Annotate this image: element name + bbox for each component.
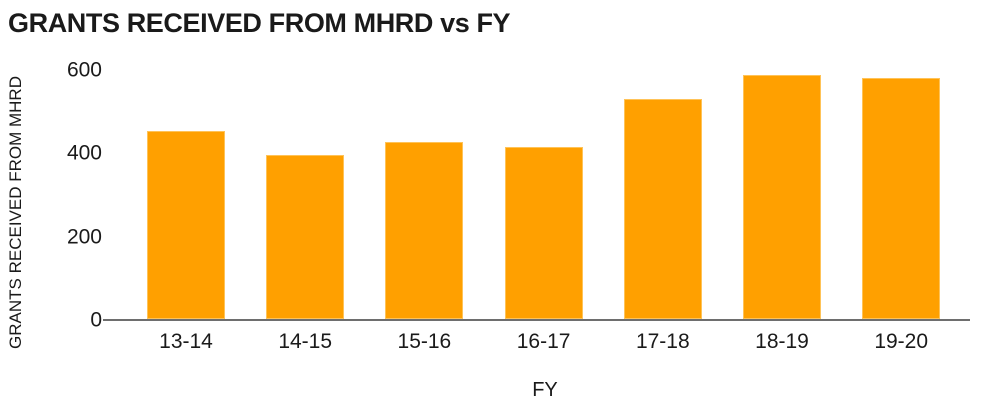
bar-16-17 xyxy=(504,147,583,319)
bar-18-19 xyxy=(743,74,821,319)
x-axis-line xyxy=(103,319,970,321)
y-tick-label: 0 xyxy=(90,308,102,332)
bar-13-14 xyxy=(147,131,225,319)
bar-17-18 xyxy=(623,98,702,319)
x-axis-title: FY xyxy=(532,379,558,401)
y-tick-label: 600 xyxy=(66,58,102,81)
y-tick-label: 200 xyxy=(66,225,102,248)
y-tick-label: 400 xyxy=(66,141,102,165)
x-tick-label: 14-15 xyxy=(278,330,333,353)
y-axis-title: GRANTS RECEIVED FROM MHRD xyxy=(4,75,28,349)
y-axis-title-text: GRANTS RECEIVED FROM MHRD xyxy=(6,75,25,349)
bar-14-15 xyxy=(266,154,345,319)
x-tick-label: 16-17 xyxy=(516,330,571,353)
x-tick-label: 17-18 xyxy=(635,330,690,353)
bar-15-16 xyxy=(385,141,464,319)
x-tick-label: 19-20 xyxy=(874,330,929,353)
bar-19-20 xyxy=(862,78,941,319)
x-tick-label: 15-16 xyxy=(397,330,452,353)
chart-title: GRANTS RECEIVED FROM MHRD vs FY xyxy=(8,8,511,38)
x-tick-label: 18-19 xyxy=(755,330,809,353)
x-tick-label: 13-14 xyxy=(159,330,213,353)
